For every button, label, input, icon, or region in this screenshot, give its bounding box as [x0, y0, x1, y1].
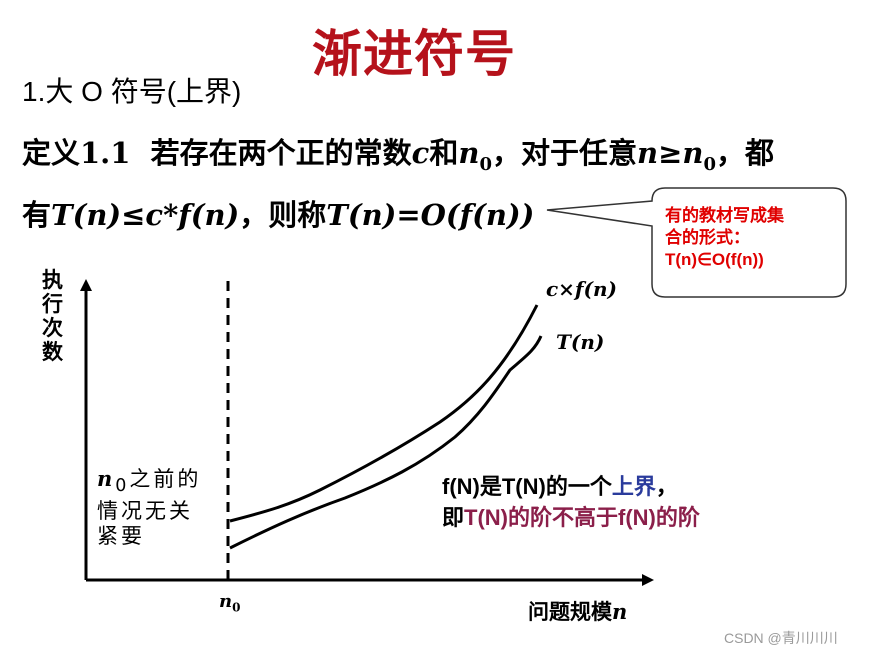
before-note-sub: 0	[115, 476, 130, 497]
definition-then-called: ，则称	[239, 198, 327, 232]
inequality: T(n)≤c*f(n)	[51, 198, 240, 232]
definition-text-a: 若存在两个正的常数	[150, 136, 412, 170]
x-axis-label: 问题规模n	[528, 596, 627, 626]
curve-lower-t-line	[229, 335, 543, 550]
definition-line-1: 定义1.1 若存在两个正的常数c和n0，对于任意n≥n0，都	[22, 130, 774, 175]
definition-for-any: ，对于任意	[491, 136, 637, 170]
callout-line-3: T(n)∈O(f(n))	[665, 250, 764, 269]
curve-upper-label: c×f(n)	[546, 277, 618, 301]
callout-bubble	[546, 187, 847, 298]
curve-lower-label: T(n)	[556, 330, 605, 354]
constant-n0-sub: 0	[479, 153, 492, 175]
note-line1-c: ，	[655, 474, 678, 499]
definition-line2-start: 有	[22, 198, 52, 232]
n-geq-n0-sub: 0	[703, 153, 716, 175]
note-line2-a: 即	[442, 505, 465, 530]
curve-upper-cf-line	[229, 304, 539, 523]
n-geq-n0: n≥n	[637, 136, 704, 170]
x-axis-label-text: 问题规模	[528, 600, 612, 624]
definition-label: 定义1.1	[22, 136, 131, 170]
x-axis-label-var: n	[612, 599, 628, 624]
slide-title: 渐进符号	[312, 24, 516, 83]
before-note-var: n	[97, 466, 116, 491]
n0-tick-label: n0	[219, 591, 240, 615]
before-n0-note: n0之前的情况无关紧要	[97, 466, 212, 549]
callout-line-1: 有的教材写成集	[665, 206, 784, 225]
note-line2-b: T(N)的阶不高于f(N)的阶	[464, 505, 700, 530]
callout-line-2: 合的形式：	[665, 228, 750, 247]
big-o-notation: T(n)=O(f(n))	[326, 198, 535, 232]
definition-and: 和	[429, 136, 459, 170]
n0-tick-sub: 0	[232, 600, 241, 615]
before-note-text: 之前的情况无关紧要	[97, 467, 202, 549]
constant-c: c	[411, 136, 430, 170]
watermark: CSDN @青川川川	[724, 630, 838, 646]
definition-line1-end: ，都	[716, 136, 775, 170]
callout-text: 有的教材写成集 合的形式： T(n)∈O(f(n))	[665, 205, 835, 271]
note-line1-a: f(N)是T(N)的一个	[442, 474, 612, 499]
definition-line-2: 有T(n)≤c*f(n)，则称T(n)=O(f(n))	[22, 192, 534, 234]
constant-n0: n	[458, 136, 480, 170]
note-upper-bound-word: 上界	[611, 474, 656, 499]
y-axis-label: 执行次数	[42, 268, 63, 364]
n0-tick-base: n	[219, 591, 233, 612]
section-title: 1.大 O 符号(上界)	[22, 76, 242, 107]
upper-bound-note-line-2: 即T(N)的阶不高于f(N)的阶	[442, 500, 700, 532]
upper-bound-note-line-1: f(N)是T(N)的一个上界，	[442, 469, 678, 501]
